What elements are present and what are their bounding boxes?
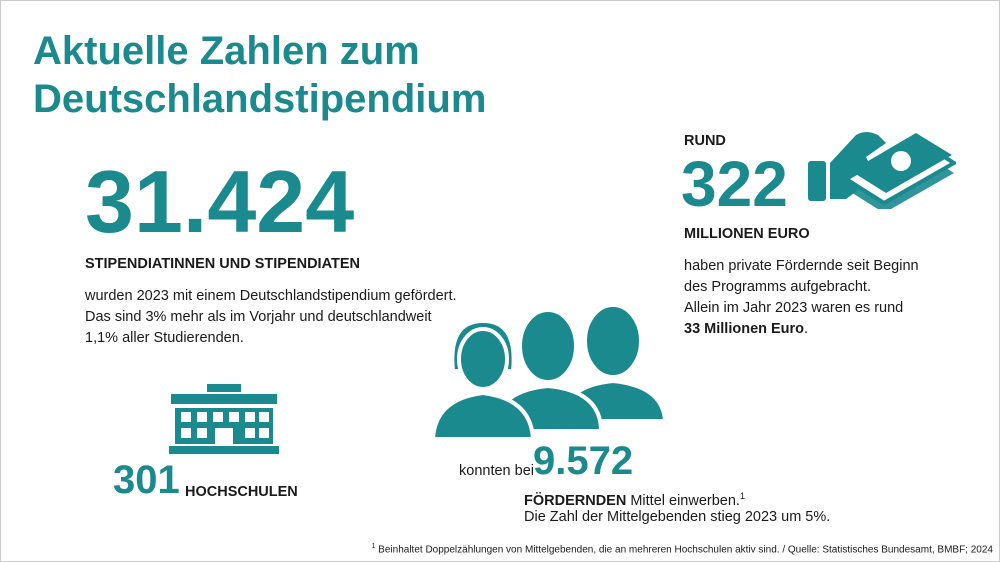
footnote: 1 Beinhaltet Doppelzählungen von Mittelg…	[372, 543, 994, 555]
text: FÖRDERNDEN Mittel einwerben.1	[524, 486, 745, 512]
label: RUND	[684, 133, 726, 149]
footnote-mark: 1	[371, 543, 376, 550]
title: Deutschlandstipendium	[33, 77, 487, 121]
building-icon	[169, 384, 279, 454]
text: des Programms aufgebracht.	[684, 279, 871, 295]
label: FÖRDERNDEN	[524, 492, 627, 509]
money-icon	[808, 132, 956, 209]
text: Allein im Jahr 2023 waren es rund	[684, 300, 904, 316]
footnote-text: Beinhaltet Doppelzählungen von Mittelgeb…	[375, 544, 993, 556]
big-number: 9.572	[533, 439, 634, 483]
people-icon	[433, 303, 668, 441]
text: Das sind 3% mehr als im Vorjahr und deut…	[85, 309, 432, 325]
text: Mittel einwerben.	[626, 492, 740, 509]
label: HOCHSCHULEN	[185, 484, 298, 500]
text: 33 Millionen Euro.	[684, 319, 808, 340]
text: haben private Fördernde seit Beginn	[684, 258, 919, 274]
big-number: 301	[113, 458, 180, 502]
text: .	[804, 321, 809, 337]
text: Die Zahl der Mittelgebenden stieg 2023 u…	[524, 509, 831, 525]
label: MILLIONEN EURO	[684, 226, 810, 242]
footnote-mark: 1	[739, 491, 745, 501]
title: Aktuelle Zahlen zum	[33, 29, 420, 73]
text: 1,1% aller Studierenden.	[85, 330, 244, 346]
label: STIPENDIATINNEN UND STIPENDIATEN	[85, 256, 360, 272]
highlight: 33 Millionen Euro	[684, 321, 805, 337]
text: wurden 2023 mit einem Deutschlandstipend…	[85, 288, 457, 304]
big-number: 31.424	[85, 152, 355, 251]
big-number: 322	[681, 148, 788, 220]
text: konnten bei	[459, 463, 534, 479]
